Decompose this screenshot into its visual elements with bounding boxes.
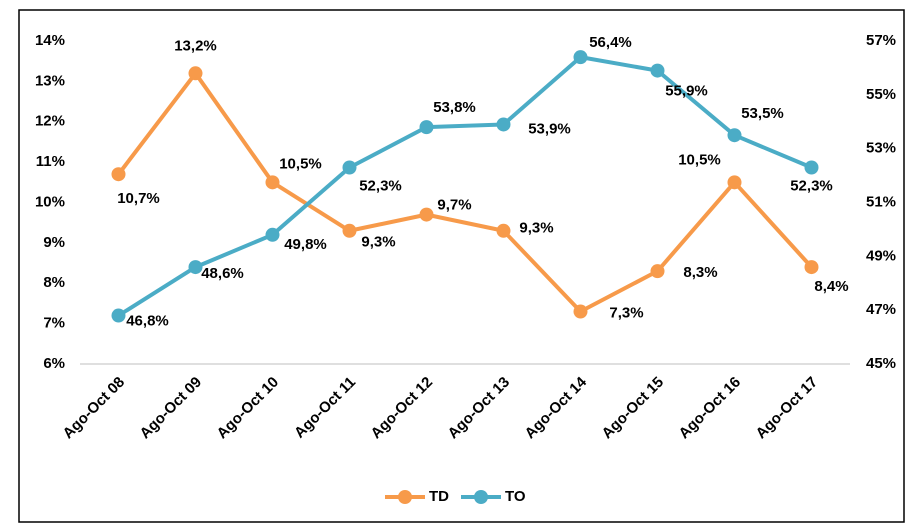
data-label: 9,3%	[519, 220, 553, 237]
data-point	[419, 207, 434, 222]
data-label: 10,5%	[279, 155, 322, 172]
data-label: 9,3%	[361, 234, 395, 251]
data-point	[727, 175, 742, 190]
data-point	[342, 160, 357, 175]
data-point	[650, 63, 665, 78]
data-label: 49,8%	[284, 236, 327, 253]
legend-marker	[398, 490, 412, 504]
y-tick-label: 9%	[43, 234, 65, 251]
legend-label: TD	[429, 488, 449, 505]
y-tick-label: 7%	[43, 315, 65, 332]
data-point	[111, 167, 126, 182]
y2-tick-label: 45%	[866, 355, 896, 372]
data-label: 52,3%	[359, 177, 402, 194]
data-label: 52,3%	[790, 177, 833, 194]
data-point	[265, 175, 280, 190]
data-point	[804, 160, 819, 175]
data-point	[188, 66, 203, 81]
data-point	[111, 308, 126, 323]
data-label: 48,6%	[201, 265, 244, 282]
y2-tick-label: 57%	[866, 32, 896, 49]
data-point	[496, 223, 511, 238]
y2-tick-label: 55%	[866, 86, 896, 103]
y2-tick-label: 47%	[866, 301, 896, 318]
legend-marker	[474, 490, 488, 504]
data-label: 8,3%	[683, 264, 717, 281]
y-tick-label: 11%	[36, 153, 65, 170]
data-label: 53,5%	[741, 105, 784, 122]
data-point	[804, 260, 819, 275]
y2-tick-label: 49%	[866, 247, 896, 264]
data-label: 8,4%	[814, 278, 848, 295]
series-line	[116, 71, 813, 314]
data-label: 10,5%	[678, 151, 721, 168]
y-tick-label: 6%	[43, 355, 65, 372]
data-label: 46,8%	[126, 313, 169, 330]
data-point	[573, 304, 588, 319]
data-label: 9,7%	[437, 197, 471, 214]
data-point	[419, 120, 434, 135]
data-label: 56,4%	[589, 34, 632, 51]
y-tick-label: 12%	[35, 113, 65, 130]
data-label: 55,9%	[665, 83, 708, 100]
data-point	[573, 50, 588, 65]
y-tick-label: 13%	[35, 72, 65, 89]
data-label: 53,9%	[528, 120, 571, 137]
y-tick-label: 14%	[35, 32, 65, 49]
data-label: 7,3%	[609, 304, 643, 321]
data-point	[342, 223, 357, 238]
data-point	[727, 128, 742, 143]
data-label: 13,2%	[174, 37, 217, 54]
series-line	[117, 55, 813, 318]
data-point	[650, 264, 665, 279]
y-tick-label: 10%	[35, 193, 65, 210]
data-label: 10,7%	[117, 190, 160, 207]
y-tick-label: 8%	[43, 274, 65, 291]
data-point	[265, 227, 280, 242]
data-point	[188, 260, 203, 275]
y2-tick-label: 51%	[866, 193, 896, 210]
legend-label: TO	[505, 488, 526, 505]
data-point	[496, 117, 511, 132]
chart-border	[18, 9, 905, 523]
data-label: 53,8%	[433, 99, 476, 116]
y2-tick-label: 53%	[866, 140, 896, 157]
